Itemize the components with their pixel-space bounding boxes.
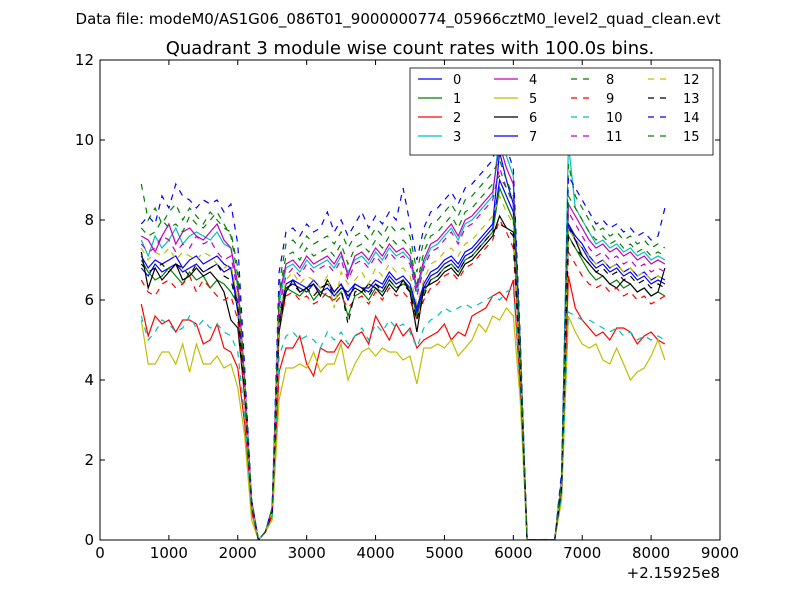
x-tick-labels: 0 1000 2000 3000 4000 5000 6000 7000 8000 9000 bbox=[95, 544, 739, 562]
y-tick-label: 2 bbox=[84, 451, 94, 469]
legend-label: 5 bbox=[529, 92, 537, 107]
legend-label: 4 bbox=[529, 73, 537, 88]
legend-label: 13 bbox=[683, 92, 700, 107]
legend-label: 9 bbox=[606, 92, 614, 107]
legend-label: 14 bbox=[683, 111, 700, 126]
series-6-line bbox=[140, 214, 666, 540]
legend-item-15: 15 bbox=[648, 130, 700, 145]
y-tick-label: 10 bbox=[75, 131, 94, 149]
y-tick-label: 8 bbox=[84, 211, 94, 229]
chart-title: Quadrant 3 module wise count rates with … bbox=[166, 38, 655, 59]
legend-label: 15 bbox=[683, 130, 700, 145]
legend-label: 0 bbox=[453, 73, 461, 88]
legend-label: 3 bbox=[453, 130, 461, 145]
legend-item-8: 8 bbox=[571, 73, 614, 88]
legend-frame bbox=[409, 67, 714, 156]
legend-item-4: 4 bbox=[494, 73, 537, 88]
legend-label: 6 bbox=[529, 111, 537, 126]
legend-item-0: 0 bbox=[418, 73, 461, 88]
series-4-line bbox=[140, 143, 666, 540]
y-tick-label: 6 bbox=[84, 291, 94, 309]
series-7-line bbox=[140, 151, 666, 540]
plot-frame bbox=[99, 59, 721, 541]
plot-area bbox=[99, 59, 721, 541]
x-tick-label: 3000 bbox=[288, 544, 326, 562]
x-tick-label: 6000 bbox=[494, 544, 532, 562]
legend-item-7: 7 bbox=[494, 130, 537, 145]
legend-item-1: 1 bbox=[418, 92, 461, 107]
x-tick-label: 0 bbox=[95, 544, 105, 562]
series-10-line bbox=[140, 286, 666, 540]
legend-item-11: 11 bbox=[571, 130, 623, 145]
series-11-line bbox=[140, 165, 666, 540]
legend-label: 8 bbox=[606, 73, 614, 88]
legend-label: 7 bbox=[529, 130, 537, 145]
legend-item-12: 12 bbox=[648, 73, 700, 88]
series-3-line bbox=[140, 131, 666, 540]
legend-item-3: 3 bbox=[418, 130, 461, 145]
series-8-line bbox=[140, 158, 666, 540]
suptitle: Data file: modeM0/AS1G06_086T01_90000007… bbox=[76, 10, 721, 29]
y-tick-labels: 0 2 4 6 8 10 12 bbox=[75, 51, 94, 549]
x-tick-label: 9000 bbox=[701, 544, 739, 562]
series-5-line bbox=[140, 306, 666, 540]
legend-label: 10 bbox=[606, 111, 623, 126]
x-tick-label: 5000 bbox=[425, 544, 463, 562]
legend-item-2: 2 bbox=[418, 111, 461, 126]
x-tick-label: 4000 bbox=[356, 544, 394, 562]
series-13-line bbox=[140, 223, 666, 540]
legend-label: 1 bbox=[453, 92, 461, 107]
legend-label: 2 bbox=[453, 111, 461, 126]
legend-item-9: 9 bbox=[571, 92, 614, 107]
series-12-line bbox=[140, 194, 666, 540]
y-tick-label: 4 bbox=[84, 371, 94, 389]
legend-item-13: 13 bbox=[648, 92, 700, 107]
x-tick-label: 7000 bbox=[563, 544, 601, 562]
series-layer bbox=[140, 125, 666, 540]
x-tick-label: 2000 bbox=[219, 544, 257, 562]
series-1-line bbox=[140, 185, 666, 540]
series-2-line bbox=[140, 275, 666, 540]
x-tick-label: 8000 bbox=[632, 544, 670, 562]
series-15-line bbox=[140, 174, 666, 540]
legend-label: 12 bbox=[683, 73, 700, 88]
x-offset-label: +2.15925e8 bbox=[627, 564, 720, 582]
x-tick-label: 1000 bbox=[150, 544, 188, 562]
legend-item-14: 14 bbox=[648, 111, 700, 126]
y-tick-label: 0 bbox=[84, 531, 94, 549]
legend-item-6: 6 bbox=[494, 111, 537, 126]
y-tick-label: 12 bbox=[75, 51, 94, 69]
legend-item-5: 5 bbox=[494, 92, 537, 107]
legend-label: 11 bbox=[606, 130, 623, 145]
series-14-line bbox=[140, 125, 666, 540]
legend-item-10: 10 bbox=[571, 111, 623, 126]
